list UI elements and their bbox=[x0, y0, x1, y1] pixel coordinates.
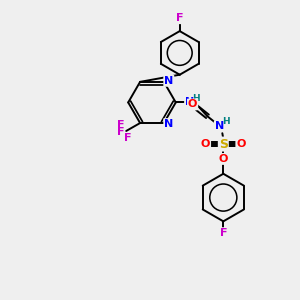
Text: S: S bbox=[219, 138, 228, 151]
Text: H: H bbox=[192, 94, 200, 103]
Text: O: O bbox=[188, 99, 197, 110]
Text: F: F bbox=[124, 133, 131, 143]
Text: F: F bbox=[117, 127, 124, 137]
Text: O: O bbox=[201, 139, 210, 149]
Text: N: N bbox=[215, 121, 224, 131]
Text: F: F bbox=[117, 120, 124, 130]
Text: F: F bbox=[220, 228, 227, 238]
Text: N: N bbox=[185, 98, 194, 107]
Text: O: O bbox=[236, 139, 246, 149]
Text: N: N bbox=[164, 119, 173, 129]
Text: H: H bbox=[223, 117, 230, 126]
Text: N: N bbox=[164, 76, 173, 86]
Text: F: F bbox=[176, 13, 184, 23]
Text: O: O bbox=[219, 154, 228, 164]
